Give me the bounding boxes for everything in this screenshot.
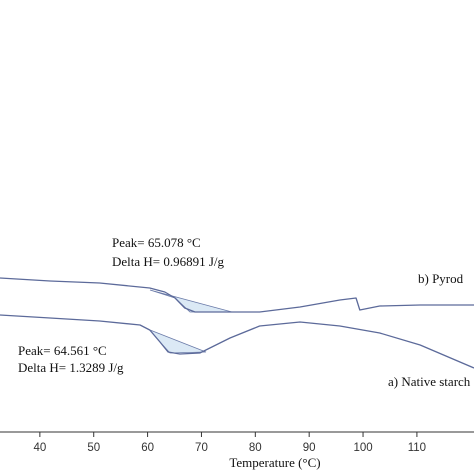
x-axis-label: Temperature (°C) bbox=[229, 455, 320, 470]
annotation: Peak= 64.561 °C bbox=[18, 343, 107, 358]
annotation: Delta H= 0.96891 J/g bbox=[112, 254, 225, 269]
x-tick-label: 40 bbox=[33, 442, 46, 454]
data-line bbox=[0, 314, 474, 369]
peak-area bbox=[149, 329, 207, 354]
x-tick-label: 90 bbox=[303, 442, 316, 454]
x-tick-label: 80 bbox=[249, 442, 262, 454]
x-tick-label: 60 bbox=[141, 442, 154, 454]
series-label: b) Pyrod bbox=[418, 271, 464, 286]
data-line bbox=[0, 277, 474, 313]
annotation: Delta H= 1.3289 J/g bbox=[18, 360, 124, 375]
x-tick-label: 100 bbox=[353, 442, 372, 454]
series-label: a) Native starch bbox=[388, 374, 471, 389]
x-tick-label: 70 bbox=[195, 442, 208, 454]
peak-area bbox=[149, 289, 233, 313]
x-tick-label: 50 bbox=[87, 442, 100, 454]
annotation: Peak= 65.078 °C bbox=[112, 235, 201, 250]
x-tick-label: 110 bbox=[408, 442, 426, 454]
